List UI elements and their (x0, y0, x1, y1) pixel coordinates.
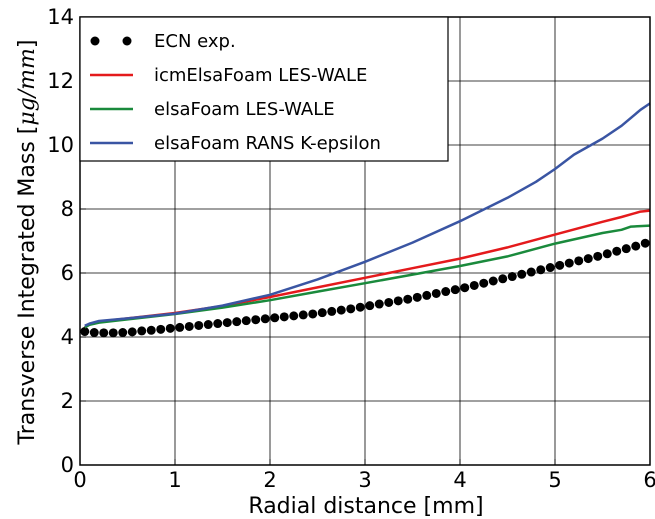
data-point (460, 283, 469, 292)
x-tick-label: 4 (453, 468, 466, 492)
y-tick-label: 12 (47, 69, 74, 93)
data-point (574, 256, 583, 265)
legend-label: ECN exp. (154, 31, 236, 52)
data-point (527, 268, 536, 277)
data-point (432, 289, 441, 298)
data-point (555, 261, 564, 270)
data-point (375, 300, 384, 309)
y-tick-label: 8 (61, 197, 74, 221)
data-point (147, 326, 156, 335)
data-point (546, 263, 555, 272)
data-point (451, 285, 460, 294)
x-tick-label: 6 (643, 468, 655, 492)
data-point (242, 316, 251, 325)
legend-label: elsaFoam LES-WALE (154, 99, 335, 120)
y-axis-unit-open: [ (15, 126, 40, 142)
x-tick-label: 2 (263, 468, 276, 492)
data-point (261, 314, 270, 323)
data-point (384, 298, 393, 307)
data-point (631, 242, 640, 251)
x-tick-label: 1 (168, 468, 181, 492)
data-point (470, 281, 479, 290)
y-tick-label: 10 (47, 133, 74, 157)
data-point (584, 254, 593, 263)
y-tick-label: 14 (47, 5, 74, 29)
data-point (194, 321, 203, 330)
data-point (593, 252, 602, 261)
data-point (365, 301, 374, 310)
legend-marker (123, 37, 132, 46)
data-point (232, 317, 241, 326)
y-axis-label: Transverse Integrated Mass [μg/mm] (15, 39, 40, 445)
series-line-1 (85, 211, 650, 328)
data-point (489, 277, 498, 286)
data-point (641, 239, 650, 248)
legend-label: icmElsaFoam LES-WALE (154, 65, 367, 86)
data-point (517, 270, 526, 279)
y-axis-unit: μg/mm (15, 48, 40, 126)
data-point (622, 244, 631, 253)
data-point (308, 309, 317, 318)
x-tick-label: 0 (73, 468, 86, 492)
y-tick-label: 2 (61, 389, 74, 413)
legend-label: elsaFoam RANS K-epsilon (154, 133, 381, 154)
data-point (536, 265, 545, 274)
data-point (413, 293, 422, 302)
legend-marker (91, 37, 100, 46)
y-tick-label: 0 (61, 453, 74, 477)
data-point (603, 249, 612, 258)
data-point (80, 327, 89, 336)
data-point (213, 319, 222, 328)
data-point (289, 311, 298, 320)
data-point (137, 326, 146, 335)
data-point (128, 327, 137, 336)
data-point (280, 312, 289, 321)
data-point (90, 328, 99, 337)
data-point (156, 325, 165, 334)
data-point (223, 318, 232, 327)
data-point (299, 310, 308, 319)
y-tick-label: 4 (61, 325, 74, 349)
y-axis-label-text: Transverse Integrated Mass (15, 141, 40, 445)
x-tick-label: 5 (548, 468, 561, 492)
data-point (118, 328, 127, 337)
data-point (175, 323, 184, 332)
data-point (422, 291, 431, 300)
data-point (441, 287, 450, 296)
data-point (612, 247, 621, 256)
data-point (337, 306, 346, 315)
data-point (204, 320, 213, 329)
x-axis-label: Radial distance [mm] (248, 494, 483, 519)
data-point (99, 328, 108, 337)
x-tick-label: 3 (358, 468, 371, 492)
data-point (498, 274, 507, 283)
data-point (327, 307, 336, 316)
data-point (270, 313, 279, 322)
legend: ECN exp. icmElsaFoam LES-WALE elsaFoam LES… (80, 17, 448, 161)
data-point (356, 303, 365, 312)
data-point (318, 308, 327, 317)
data-point (394, 296, 403, 305)
data-point (565, 259, 574, 268)
data-point (346, 304, 355, 313)
data-point (109, 328, 118, 337)
data-point (479, 279, 488, 288)
data-point (508, 272, 517, 281)
data-point (403, 295, 412, 304)
y-tick-label: 6 (61, 261, 74, 285)
data-point (166, 324, 175, 333)
data-point (185, 322, 194, 331)
y-axis-unit-close: ] (15, 39, 40, 48)
data-point (251, 315, 260, 324)
